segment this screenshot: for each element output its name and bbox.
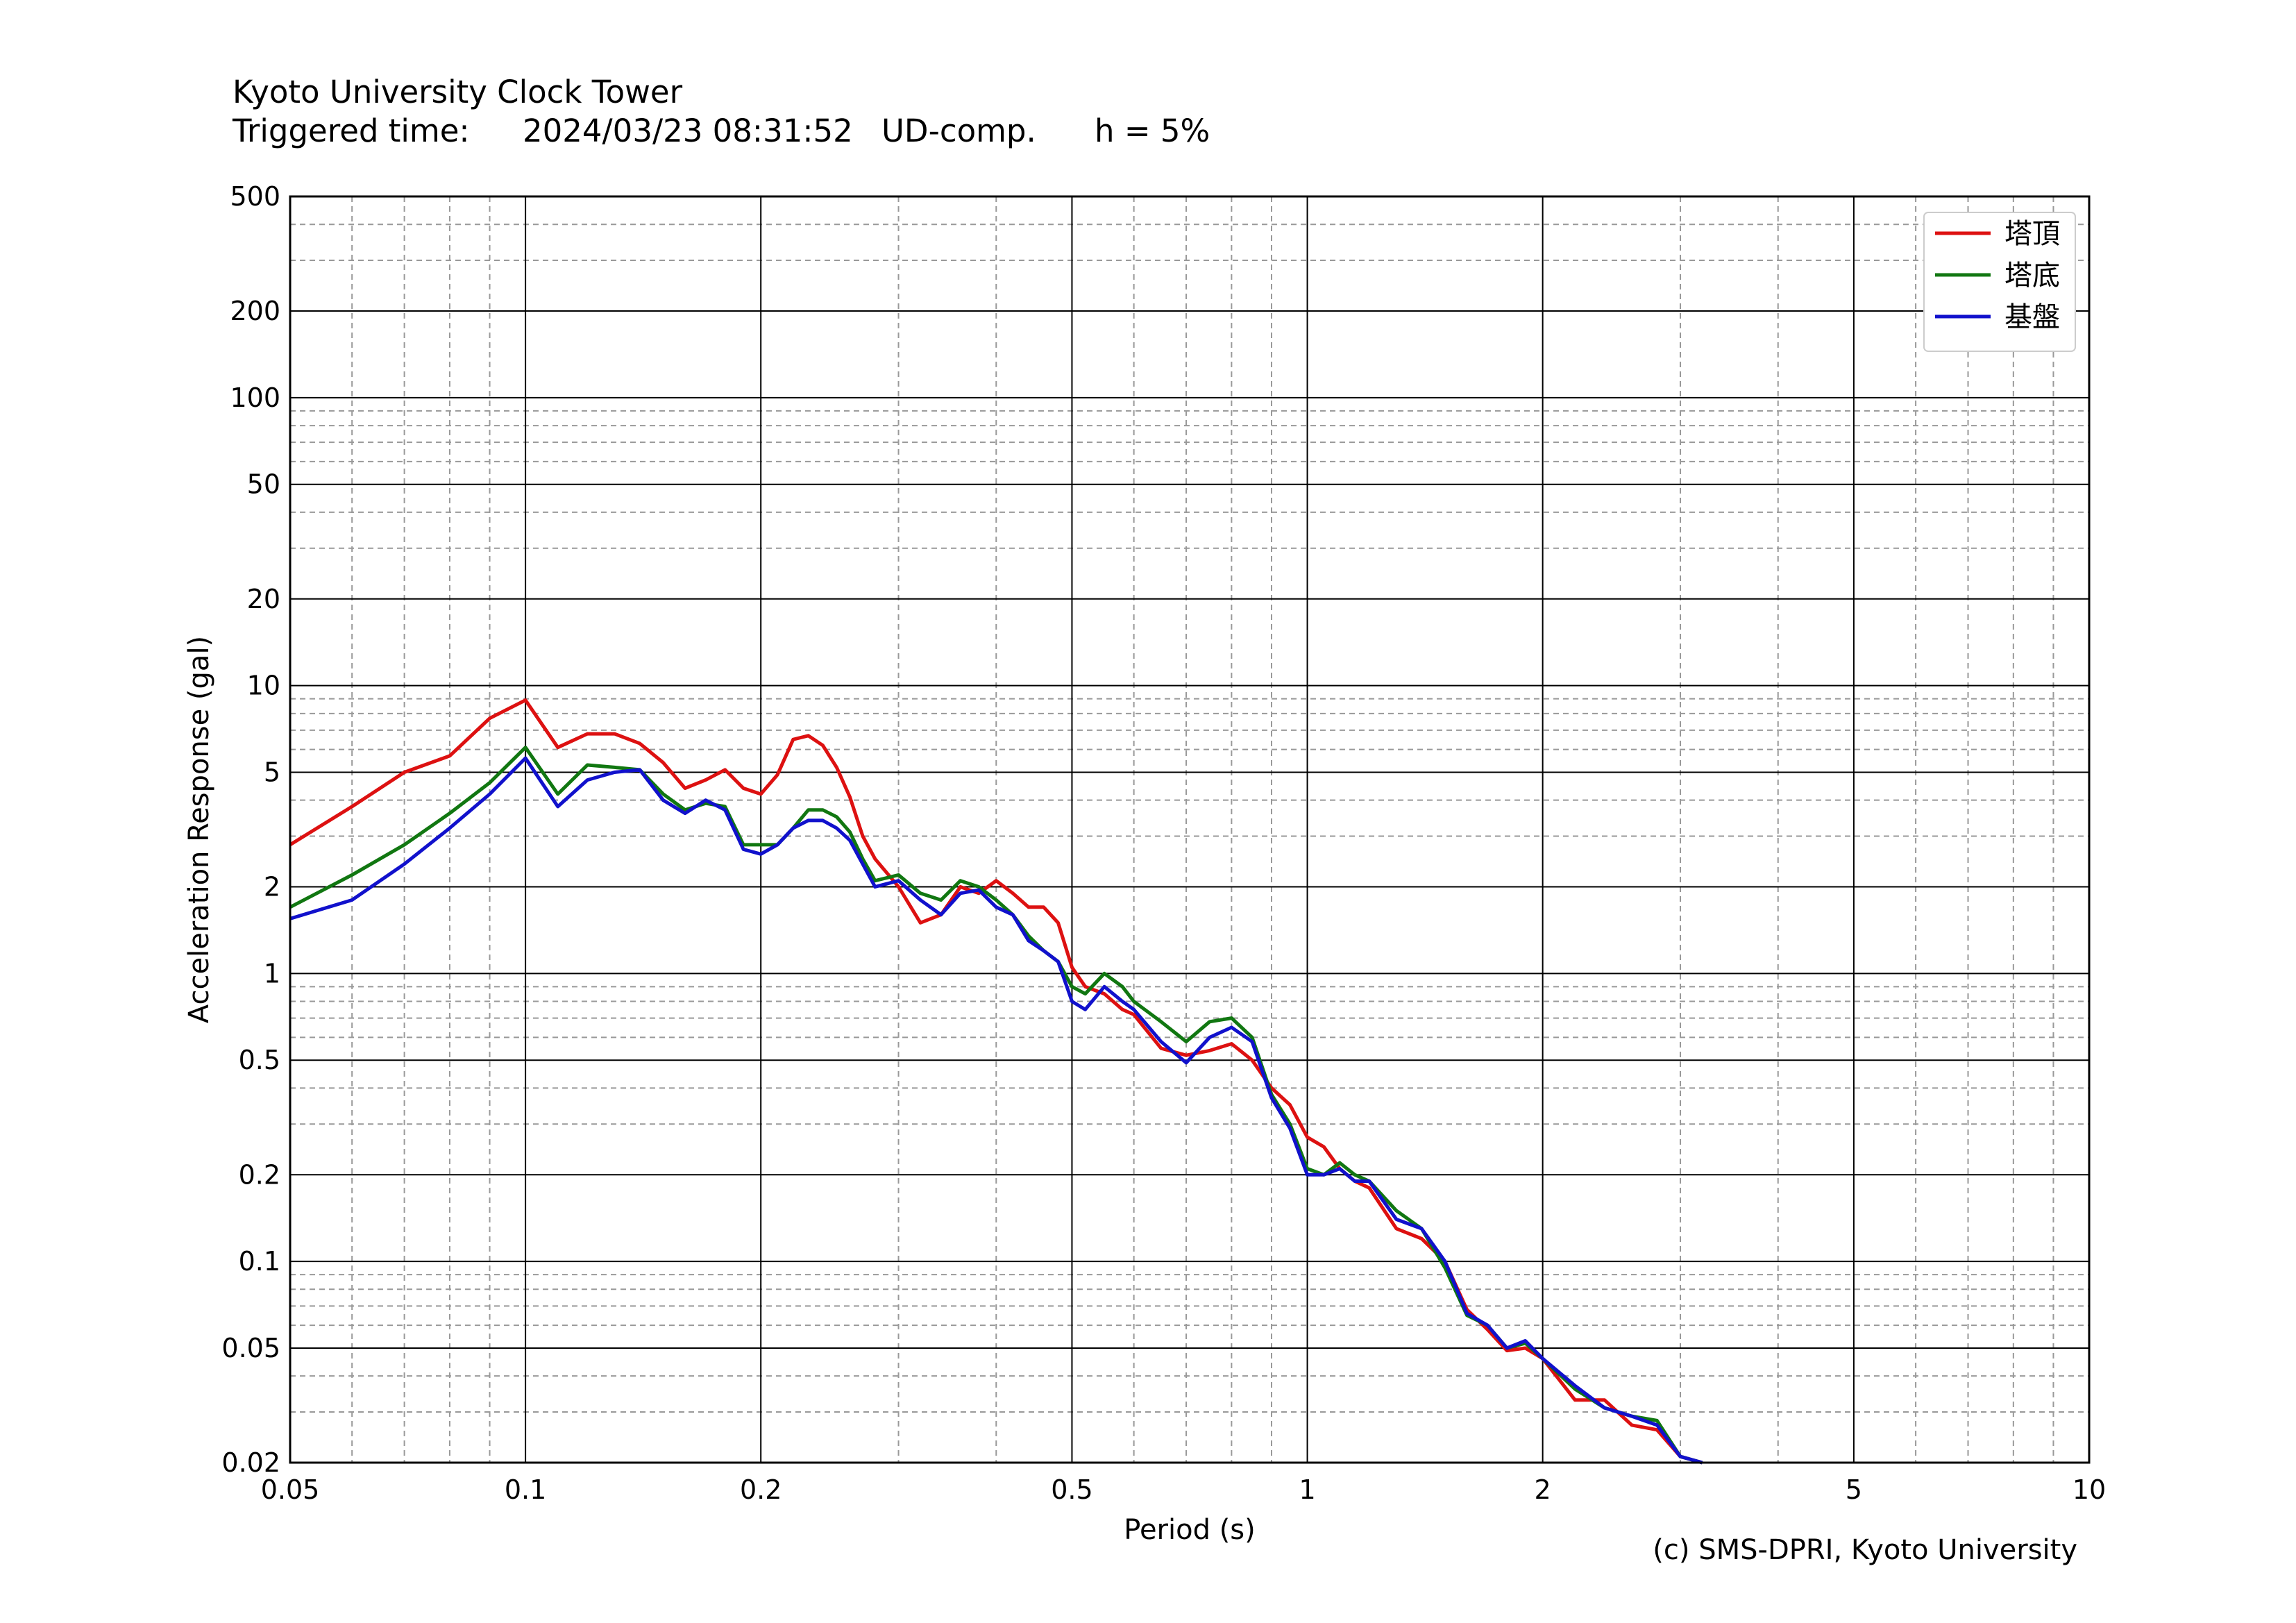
x-tick-label: 5 bbox=[1846, 1474, 1862, 1505]
y-tick-label: 1 bbox=[264, 958, 280, 989]
component-label: UD-comp. bbox=[881, 112, 1036, 149]
y-tick-label: 200 bbox=[230, 296, 280, 326]
x-axis-label: Period (s) bbox=[1124, 1514, 1256, 1546]
x-tick-label: 0.1 bbox=[505, 1474, 546, 1505]
y-tick-label: 0.2 bbox=[239, 1159, 280, 1190]
x-tick-label: 0.05 bbox=[261, 1474, 320, 1505]
legend-label: 塔頂 bbox=[2004, 218, 2060, 250]
y-tick-label: 500 bbox=[230, 181, 280, 212]
y-tick-label: 20 bbox=[247, 584, 280, 614]
x-tick-label: 1 bbox=[1299, 1474, 1315, 1505]
x-tick-label: 0.5 bbox=[1051, 1474, 1092, 1505]
x-tick-label: 0.2 bbox=[740, 1474, 782, 1505]
credit-text: (c) SMS-DPRI, Kyoto University bbox=[1653, 1534, 2077, 1566]
y-tick-label: 50 bbox=[247, 469, 280, 500]
legend-label: 塔底 bbox=[2004, 260, 2060, 292]
triggered-value: 2024/03/23 08:31:52 bbox=[523, 112, 853, 149]
y-tick-label: 0.05 bbox=[221, 1333, 280, 1363]
damping-label: h = 5% bbox=[1095, 112, 1210, 149]
y-tick-label: 0.5 bbox=[239, 1045, 280, 1075]
plot-frame bbox=[289, 195, 2091, 1464]
y-tick-label: 2 bbox=[264, 872, 280, 902]
y-tick-label: 5 bbox=[264, 757, 280, 787]
y-axis-label: Acceleration Response (gal) bbox=[183, 636, 215, 1023]
triggered-label: Triggered time: bbox=[233, 112, 470, 149]
chart-title: Kyoto University Clock Tower bbox=[233, 74, 683, 110]
chart-header: Kyoto University Clock Tower Triggered t… bbox=[233, 73, 1210, 151]
legend-label: 基盤 bbox=[2004, 301, 2060, 333]
series-line-3 bbox=[289, 756, 1703, 1465]
y-tick-label: 0.02 bbox=[221, 1447, 280, 1478]
y-tick-label: 10 bbox=[247, 671, 280, 701]
x-tick-label: 10 bbox=[2073, 1474, 2106, 1505]
y-tick-label: 0.1 bbox=[239, 1246, 280, 1277]
x-tick-label: 2 bbox=[1535, 1474, 1551, 1505]
y-tick-label: 100 bbox=[230, 382, 280, 413]
trigger-info-line: Triggered time: 2024/03/23 08:31:52 UD-c… bbox=[233, 112, 1210, 151]
